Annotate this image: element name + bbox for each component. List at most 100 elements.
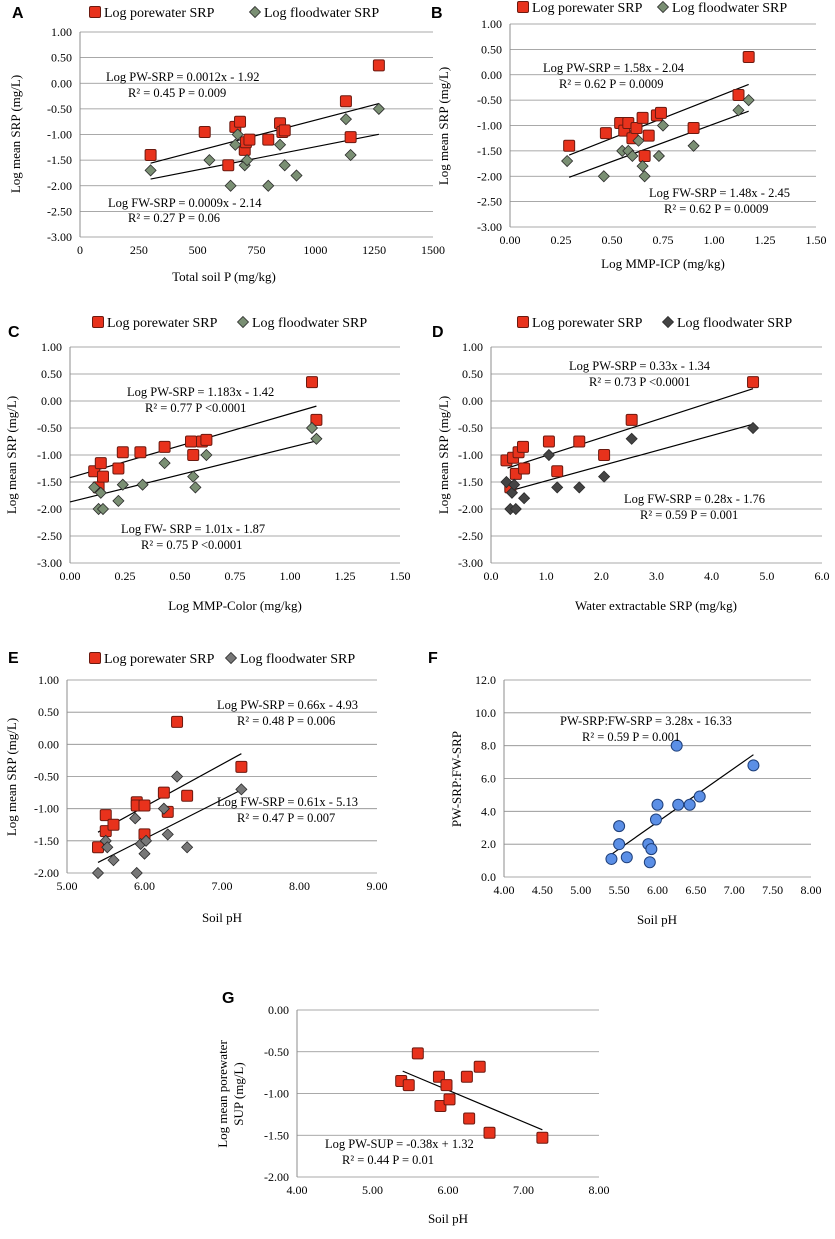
data-point	[130, 866, 143, 880]
regression-annotation: R² = 0.27 P = 0.06	[128, 211, 220, 225]
data-point	[107, 818, 120, 831]
y-tick-label: 0.00	[481, 68, 502, 82]
trendline	[568, 110, 749, 178]
data-point	[187, 449, 200, 461]
y-tick-label: -2.00	[37, 502, 62, 516]
x-tick-label: 1500	[421, 243, 445, 257]
x-tick-label: 250	[130, 243, 148, 257]
legend-label: Log floodwater SRP	[252, 316, 367, 331]
x-tick-label: 0.00	[60, 569, 81, 583]
data-point	[638, 149, 651, 162]
data-point	[732, 89, 745, 102]
data-point	[440, 1079, 453, 1092]
legend-label: Log porewater SRP	[104, 6, 215, 21]
data-point	[605, 852, 618, 865]
y-tick-label: -2.00	[477, 169, 502, 183]
data-point	[746, 421, 760, 435]
trendline	[507, 423, 754, 493]
data-point	[463, 1112, 476, 1125]
data-point	[157, 802, 170, 815]
data-point	[144, 149, 157, 161]
x-tick-label: 500	[189, 243, 207, 257]
y-tick-label: -2.00	[34, 866, 59, 880]
data-point	[101, 841, 114, 854]
data-point	[542, 448, 555, 462]
data-point	[112, 494, 125, 507]
data-point	[222, 159, 235, 172]
x-tick-label: 1.25	[755, 233, 776, 247]
data-point	[170, 770, 184, 783]
data-point	[138, 847, 151, 860]
data-point	[290, 169, 303, 182]
legend-label: Log floodwater SRP	[264, 6, 379, 21]
legend-marker	[656, 0, 670, 14]
x-tick-label: 0.50	[170, 569, 191, 583]
data-point	[747, 376, 760, 389]
data-point	[235, 760, 248, 773]
data-point	[672, 798, 685, 811]
legend-label: Log porewater SRP	[107, 316, 218, 331]
data-point	[636, 160, 649, 173]
data-point	[518, 462, 531, 475]
data-point	[278, 124, 291, 137]
data-point	[626, 149, 639, 163]
x-tick-label: 6.00	[134, 879, 155, 893]
data-point	[551, 481, 564, 494]
data-point	[94, 486, 107, 499]
data-point	[551, 465, 564, 478]
data-point	[563, 139, 576, 152]
y-tick-label: -1.00	[458, 448, 483, 462]
x-axis-label: Soil pH	[202, 910, 242, 925]
x-axis-label: Water extractable SRP (mg/kg)	[575, 598, 737, 613]
x-axis-label: Log MMP-Color (mg/kg)	[168, 598, 302, 613]
data-point	[483, 1126, 496, 1139]
data-point	[161, 828, 174, 841]
x-axis-label: Soil pH	[637, 912, 677, 927]
data-point	[573, 435, 586, 448]
data-point	[96, 502, 110, 516]
y-tick-label: -0.50	[264, 1045, 289, 1059]
data-point	[509, 502, 522, 516]
data-point	[443, 1093, 456, 1106]
data-point	[235, 783, 248, 796]
data-point	[181, 841, 194, 854]
y-tick-label: -3.00	[47, 230, 72, 244]
data-point	[116, 446, 129, 459]
panel-letter: A	[12, 5, 24, 22]
data-point	[116, 478, 129, 491]
data-point	[597, 170, 610, 183]
data-point	[262, 179, 275, 192]
data-point	[262, 133, 275, 146]
regression-annotation: R² = 0.62 P = 0.0009	[664, 202, 769, 216]
y-tick-label: -1.50	[47, 153, 72, 167]
data-point	[234, 115, 247, 128]
legend-marker	[89, 652, 101, 664]
y-tick-label: -2.50	[37, 529, 62, 543]
data-point	[136, 478, 149, 491]
y-tick-label: 8.0	[481, 739, 496, 753]
data-point	[460, 1070, 473, 1083]
data-point	[187, 470, 200, 483]
y-axis-label: Log mean SRP (mg/L)	[436, 396, 451, 514]
data-point	[278, 159, 291, 172]
y-tick-label: -2.00	[47, 179, 72, 193]
legend-label: Log porewater SRP	[532, 1, 643, 16]
y-tick-label: 0.50	[462, 367, 483, 381]
data-point	[88, 481, 101, 494]
x-tick-label: 0.25	[551, 233, 572, 247]
x-tick-label: 3.0	[649, 569, 664, 583]
y-tick-label: -2.50	[477, 195, 502, 209]
regression-annotation: R² = 0.44 P = 0.01	[342, 1153, 434, 1167]
panel-letter: C	[8, 324, 20, 341]
data-point	[598, 449, 611, 461]
y-tick-label: -1.50	[458, 475, 483, 489]
data-point	[508, 478, 521, 491]
x-tick-label: 1.00	[704, 233, 725, 247]
x-tick-label: 0.75	[653, 233, 674, 247]
regression-annotation: R² = 0.77 P <0.0001	[145, 401, 246, 415]
y-tick-label: 1.00	[51, 25, 72, 39]
y-tick-label: -2.50	[458, 529, 483, 543]
data-point	[536, 1131, 549, 1144]
data-point	[636, 111, 649, 124]
